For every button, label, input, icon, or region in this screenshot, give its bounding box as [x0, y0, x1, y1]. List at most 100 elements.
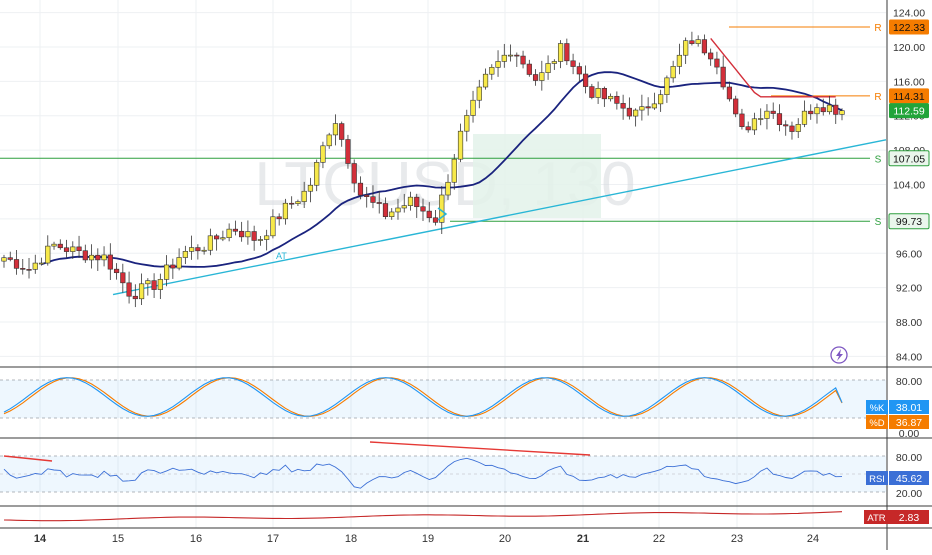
svg-text:36.87: 36.87 [896, 417, 922, 429]
resistance-price-badge: 114.31 [889, 88, 929, 104]
candle [501, 43, 507, 68]
last-price-badge: 112.59 [889, 103, 929, 119]
candle [426, 202, 432, 223]
svg-text:RSI: RSI [869, 474, 885, 485]
candle [551, 59, 557, 70]
stoch-k-line [3, 377, 843, 417]
candle [157, 273, 163, 300]
candle [539, 60, 545, 91]
candle [595, 81, 601, 104]
candle [739, 108, 745, 130]
candle [708, 48, 714, 66]
candle [407, 191, 414, 211]
candle [626, 97, 632, 120]
candle [364, 186, 370, 208]
candle [658, 89, 664, 112]
candle [683, 37, 689, 64]
svg-text:114.31: 114.31 [893, 91, 924, 103]
candle [514, 52, 520, 67]
candle [670, 60, 676, 83]
candle [45, 235, 51, 266]
candle [282, 198, 289, 225]
sr-levels: R R S S [0, 23, 882, 228]
candle [170, 258, 176, 279]
time-tick-label: 17 [267, 533, 279, 545]
candle [432, 210, 439, 226]
indicator-bands [0, 379, 886, 493]
price-tick-label: 92.00 [896, 283, 922, 295]
candle [601, 86, 607, 107]
ascending-trendline [112, 139, 887, 296]
candle [63, 239, 70, 258]
candle [808, 104, 814, 120]
candle [163, 255, 170, 287]
candle [833, 98, 839, 124]
candle [307, 177, 314, 203]
candle [482, 68, 489, 90]
candle [351, 159, 357, 193]
time-tick-label: 19 [422, 533, 434, 545]
candle [507, 44, 514, 62]
time-tick-label: 14 [34, 533, 47, 545]
candle [88, 244, 95, 269]
candle [545, 55, 551, 80]
candle [107, 243, 113, 281]
candle [645, 97, 651, 116]
price-tick-label: 84.00 [896, 351, 922, 363]
candle [620, 94, 626, 120]
candle [332, 114, 339, 146]
candle [264, 229, 270, 251]
candle [576, 62, 582, 82]
axis-badges: 122.33 114.31 107.05 99.73 112.59 %K 38.01 %D 36… [864, 19, 930, 524]
candle [32, 254, 38, 274]
candle [57, 239, 63, 250]
candle [320, 141, 326, 169]
candle [251, 225, 257, 251]
indicator-lines [3, 377, 843, 522]
candle [814, 103, 820, 124]
candle [733, 95, 739, 118]
candle [270, 209, 276, 239]
level-type-label: R [874, 92, 881, 103]
svg-text:38.01: 38.01 [896, 402, 922, 414]
stoch-d-badge: %D 36.87 [866, 415, 929, 429]
candle [633, 108, 639, 127]
level-type-label: S [875, 217, 882, 228]
candle [26, 258, 32, 279]
candle [557, 40, 564, 69]
candles [1, 31, 845, 308]
rsi-divergence-line [3, 455, 53, 462]
candle [395, 198, 401, 220]
candle [101, 246, 107, 267]
candle [113, 263, 120, 280]
trendline-label: AT [276, 251, 287, 261]
candle [382, 197, 389, 220]
candle [389, 208, 395, 220]
candle [345, 134, 351, 169]
candle [582, 65, 589, 94]
candle [457, 123, 464, 163]
candle [589, 83, 595, 100]
candle [695, 35, 701, 47]
candle [182, 245, 188, 265]
candle [714, 51, 720, 75]
candle [795, 118, 801, 139]
time-tick-label: 20 [499, 533, 511, 545]
lightning-icon[interactable] [830, 346, 848, 364]
time-tick-label: 21 [577, 533, 589, 545]
candle [614, 91, 620, 110]
candle [276, 213, 282, 226]
candle [570, 53, 576, 75]
candle [564, 38, 570, 66]
candle [20, 259, 26, 275]
price-tick-label: 116.00 [893, 76, 924, 88]
time-tick-label: 22 [653, 533, 665, 545]
atr-badge: ATR 2.83 [864, 510, 929, 524]
candle [445, 174, 451, 201]
candle [751, 112, 758, 135]
candle [295, 199, 301, 206]
candle [132, 284, 138, 308]
trendline-arrow-icon [437, 207, 448, 221]
candle [770, 102, 776, 119]
